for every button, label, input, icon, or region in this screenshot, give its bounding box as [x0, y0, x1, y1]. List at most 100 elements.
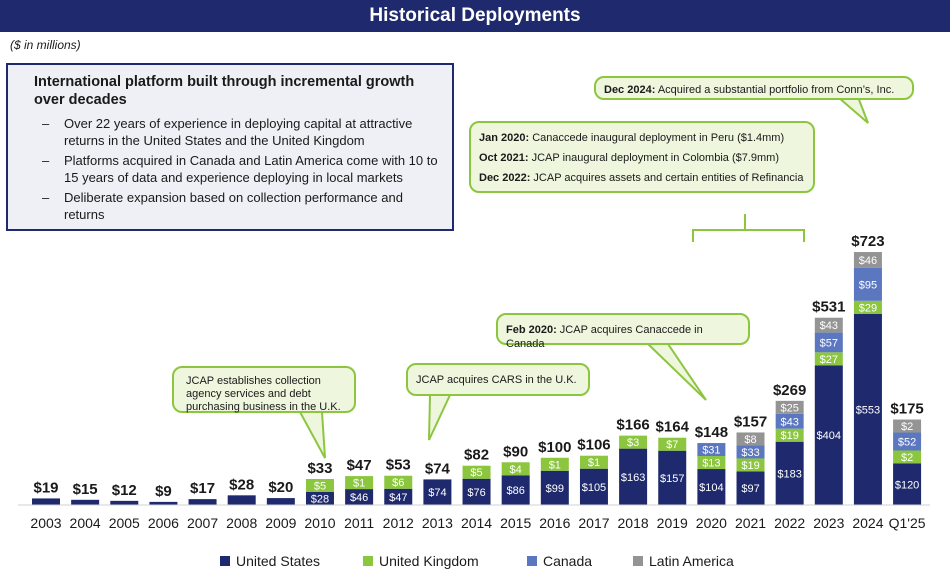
unit-note: ($ in millions) [10, 38, 81, 52]
bar-segment-us [305, 492, 334, 505]
x-tick-label: 2008 [226, 515, 257, 531]
segment-label-canada: $31 [702, 445, 720, 457]
bar-segment-uk [462, 465, 491, 479]
x-tick-label: Q1'25 [889, 515, 926, 531]
total-label: $269 [773, 382, 806, 399]
legend-swatch [633, 556, 643, 566]
bar-segment-latam [775, 400, 804, 414]
bar-segment-uk [384, 475, 413, 489]
callout-latam-date: Dec 2022: [479, 172, 531, 184]
segment-label-uk: $5 [470, 467, 482, 479]
segment-label-uk: $4 [510, 464, 522, 476]
callout-latam-item: Jan 2020: Canaccede inaugural deployment… [479, 131, 805, 145]
x-tick-label: 2009 [265, 515, 296, 531]
pointer-uk [298, 411, 326, 459]
total-label: $175 [890, 401, 923, 418]
summary-heading: International platform built through inc… [34, 74, 415, 108]
bar-segment-uk [697, 456, 726, 470]
bar-segment-us [501, 475, 530, 505]
segment-label-uk: $19 [741, 460, 759, 472]
bar-segment-us [462, 478, 491, 505]
total-label: $166 [616, 417, 649, 434]
bar-segment-us [540, 470, 569, 505]
bar-segment-canada [736, 445, 765, 459]
segment-label-us: $404 [817, 430, 841, 442]
total-label: $106 [577, 437, 610, 454]
callout-latam-text: JCAP acquires assets and certain entitie… [530, 172, 804, 184]
bar-segment-canada [853, 267, 882, 301]
bar-segment-uk [775, 428, 804, 442]
segment-label-us: $163 [621, 472, 645, 484]
legend-item-canada: Canada [527, 553, 592, 569]
summary-bullet: Over 22 years of experience in deploying… [34, 115, 440, 149]
segment-label-uk: $27 [820, 354, 838, 366]
bar-segment-us [893, 463, 922, 505]
total-label: $531 [812, 299, 845, 316]
x-tick-label: 2015 [500, 515, 531, 531]
segment-label-uk: $6 [392, 477, 404, 489]
pointer-canaccede [645, 343, 707, 401]
bar-segment-us [619, 448, 648, 505]
segment-label-canada: $57 [820, 337, 838, 349]
callout-latam-item: Oct 2021: JCAP inaugural deployment in C… [479, 151, 805, 165]
x-tick-label: 2024 [852, 515, 883, 531]
total-label: $82 [464, 447, 489, 464]
bar-segment-canada [697, 443, 726, 457]
total-label: $723 [851, 233, 884, 250]
segment-label-latam: $43 [820, 320, 838, 332]
callout-canaccede-date: Feb 2020: [506, 324, 557, 336]
x-tick-label: 2016 [539, 515, 570, 531]
x-tick-label: 2013 [422, 515, 453, 531]
bar-segment-us [188, 499, 217, 505]
bar-segment-uk [345, 476, 374, 490]
callout-latam: Jan 2020: Canaccede inaugural deployment… [469, 121, 815, 193]
summary-bullet: Deliberate expansion based on collection… [34, 189, 440, 223]
x-tick-label: 2005 [109, 515, 140, 531]
legend-item-us: United States [220, 553, 320, 569]
bar-segment-uk [501, 462, 530, 476]
segment-label-us: $28 [311, 494, 329, 506]
legend-label: United States [236, 553, 321, 569]
total-label: $157 [734, 413, 767, 430]
bar-segment-uk [619, 435, 648, 449]
total-label: $19 [33, 479, 58, 496]
x-tick-label: 2010 [304, 515, 335, 531]
x-tick-label: 2003 [30, 515, 61, 531]
bar-segment-latam [736, 432, 765, 446]
segment-label-latam: $46 [859, 255, 877, 267]
bar-segment-canada [814, 332, 843, 353]
legend-swatch [527, 556, 537, 566]
bar-segment-us [227, 495, 256, 505]
total-label: $148 [695, 424, 728, 441]
bar-segment-us [149, 501, 178, 505]
total-label: $12 [112, 482, 137, 499]
total-label: $15 [73, 481, 98, 498]
legend-label: Latin America [649, 553, 734, 569]
total-label: $100 [538, 439, 571, 456]
summary-box: International platform built through inc… [6, 63, 454, 231]
bars-layer [32, 252, 922, 505]
callout-cars-text: JCAP acquires CARS in the U.K. [416, 374, 577, 386]
callout-canaccede: Feb 2020: JCAP acquires Canaccede in Can… [496, 313, 750, 350]
x-tick-label: 2020 [696, 515, 727, 531]
segment-label-uk: $1 [588, 457, 600, 469]
bar-segment-canada [775, 413, 804, 429]
legend-label: United Kingdom [379, 553, 479, 569]
bar-segment-us [579, 468, 608, 505]
bar-segment-us [71, 499, 100, 505]
segment-label-us: $104 [699, 482, 723, 494]
pointer-conns [835, 96, 869, 124]
segment-label-latam: $8 [744, 434, 756, 446]
bar-segment-latam [814, 317, 843, 333]
x-tick-label: 2018 [618, 515, 649, 531]
segment-label-us: $46 [350, 492, 368, 504]
callout-cars: JCAP acquires CARS in the U.K. [406, 363, 590, 396]
bar-segment-uk [736, 458, 765, 472]
legend-item-latam: Latin America [633, 553, 734, 569]
bar-segment-us [384, 488, 413, 505]
bar-segment-us [658, 450, 687, 505]
segment-label-us: $99 [546, 483, 564, 495]
total-label: $47 [347, 457, 372, 474]
segment-label-latam: $25 [780, 402, 798, 414]
